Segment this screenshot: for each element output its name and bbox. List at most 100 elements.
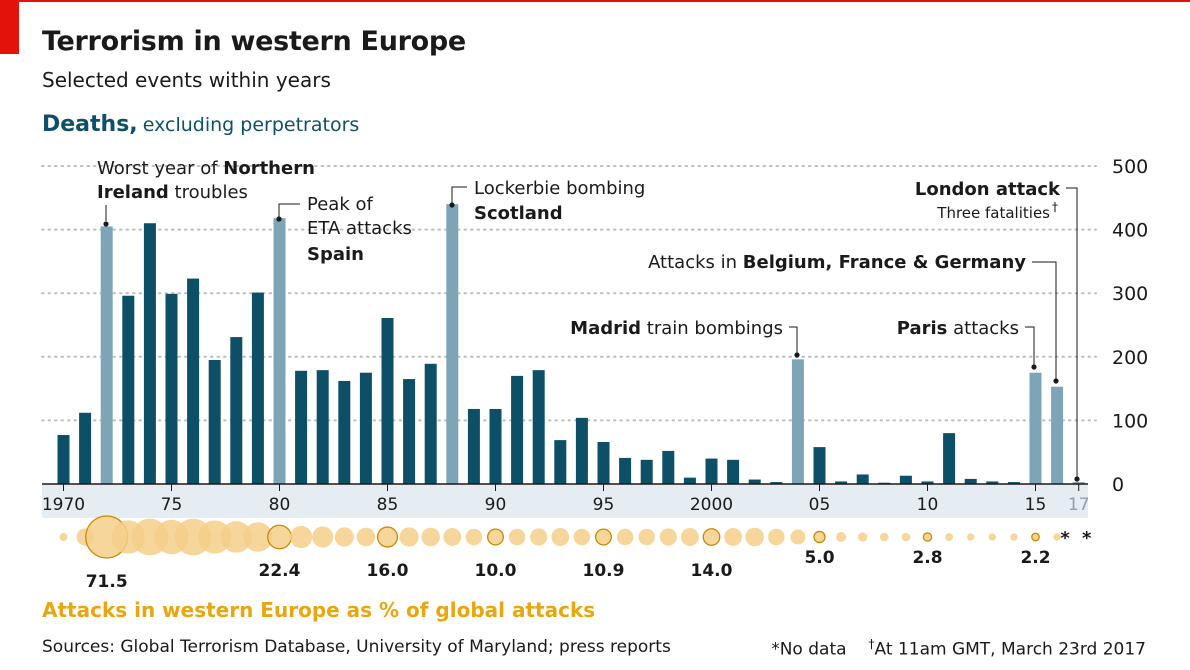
bubble — [768, 528, 785, 546]
panel-title: Deaths, excluding perpetrators — [42, 112, 359, 137]
bubble — [312, 526, 334, 548]
x-tick-label: 95 — [593, 495, 615, 515]
x-tick-label: 17 — [1068, 495, 1090, 515]
annotation-madrid: Madrid train bombings — [570, 318, 783, 339]
bar — [964, 478, 977, 484]
leader-eta — [278, 203, 300, 217]
annotation-london-title: London attack — [915, 179, 1061, 200]
bubble — [1053, 533, 1061, 541]
bubble-label: 22.4 — [259, 561, 301, 581]
bubble — [399, 527, 419, 547]
bubble — [376, 526, 399, 548]
bar — [230, 337, 243, 484]
leader-dot-eta — [276, 216, 282, 222]
bar — [727, 459, 740, 484]
y-tick-label: 400 — [1112, 220, 1148, 242]
bubble — [59, 532, 68, 542]
bubble-label: 71.5 — [86, 572, 128, 592]
footnotes: *No data †At 11am GMT, March 23rd 2017 — [771, 637, 1146, 660]
bar — [338, 380, 351, 484]
axis-band — [42, 484, 1088, 518]
x-axis-band: 1970 75 80 85 90 95 2000 05 10 15 17 — [42, 483, 1090, 518]
bubble — [659, 528, 677, 546]
bubble — [858, 532, 868, 542]
bar — [1029, 372, 1042, 484]
bubble — [551, 528, 570, 546]
bubbles-group: 71.5 22.4 16.0 10.0 10.9 14.0 5.0 2.8 2.2 * * — [59, 515, 1092, 592]
bar — [662, 450, 675, 484]
bar — [100, 226, 113, 485]
x-tick-label: 85 — [377, 495, 399, 515]
leader-dot-london — [1074, 476, 1080, 482]
x-tick-label: 15 — [1025, 495, 1047, 515]
annotation-lockerbie-line1: Lockerbie bombing — [474, 178, 645, 199]
bubble — [594, 528, 613, 546]
dagger-mark: † — [868, 637, 875, 651]
bar — [165, 293, 178, 484]
bubble-label: 5.0 — [804, 548, 834, 568]
deaths-bar-chart: 1970 75 80 85 90 95 2000 05 10 15 17 0 100 200 300 400… — [41, 156, 1148, 592]
bubble — [616, 528, 634, 546]
bubble — [813, 530, 826, 544]
bubble — [334, 527, 354, 547]
bubble — [486, 528, 505, 546]
bubble — [724, 528, 743, 546]
bubble-label: 14.0 — [691, 561, 733, 581]
bubble-label: 10.0 — [475, 561, 517, 581]
bubble — [356, 527, 376, 547]
bar — [208, 359, 221, 484]
bar — [1051, 386, 1064, 484]
bar — [921, 481, 934, 484]
annotations: Worst year of Northern Ireland troubles … — [97, 158, 1080, 482]
bubble — [508, 528, 526, 546]
bar — [1072, 482, 1085, 484]
bar — [705, 458, 718, 484]
bar — [575, 417, 588, 484]
bar — [57, 435, 70, 484]
bubble — [243, 522, 273, 552]
bubble — [945, 533, 954, 541]
bubble — [901, 532, 911, 542]
x-tick-label: 2000 — [690, 495, 733, 515]
bar — [554, 440, 567, 484]
bubble — [530, 528, 548, 546]
bubble — [879, 532, 889, 542]
annotation-london-sub: Three fatalities — [936, 204, 1050, 222]
bubble — [790, 529, 806, 545]
bar — [899, 475, 912, 484]
annotation-belgium: Attacks in Belgium, France & Germany — [648, 252, 1026, 273]
bubble — [967, 533, 975, 541]
bubble — [702, 528, 721, 546]
leader-dot-lockerbie — [449, 202, 455, 208]
annotation-ni-line1: Worst year of Northern — [97, 158, 315, 179]
bar — [943, 433, 956, 484]
bar — [770, 482, 783, 484]
annotation-eta-line1: Peak of — [307, 194, 373, 215]
chart-title: Terrorism in western Europe — [42, 26, 466, 57]
no-data-marker: * — [1060, 528, 1070, 549]
bar — [748, 479, 761, 484]
bar — [813, 447, 826, 484]
x-tick-label: 1970 — [42, 495, 85, 515]
bubble — [745, 527, 764, 547]
bubble-label: 16.0 — [367, 561, 409, 581]
bar — [79, 412, 92, 484]
leader-dot-ni — [103, 221, 109, 227]
bubble — [922, 532, 933, 542]
bar — [359, 372, 372, 484]
bubble-label: 2.8 — [912, 548, 942, 568]
x-tick-label: 80 — [269, 495, 291, 515]
bar — [381, 318, 394, 484]
bar — [295, 370, 308, 484]
bar — [619, 457, 632, 484]
leader-dot-paris — [1031, 364, 1037, 370]
bubble — [573, 528, 591, 546]
leader-paris — [1025, 326, 1035, 365]
dagger-note: At 11am GMT, March 23rd 2017 — [874, 639, 1146, 660]
annotation-lockerbie-line2: Scotland — [474, 203, 563, 224]
bubble — [836, 532, 847, 542]
annotation-london-dagger: † — [1052, 200, 1058, 214]
bubble — [1031, 532, 1040, 542]
bubble — [289, 525, 313, 549]
no-data-note: *No data — [771, 639, 847, 660]
